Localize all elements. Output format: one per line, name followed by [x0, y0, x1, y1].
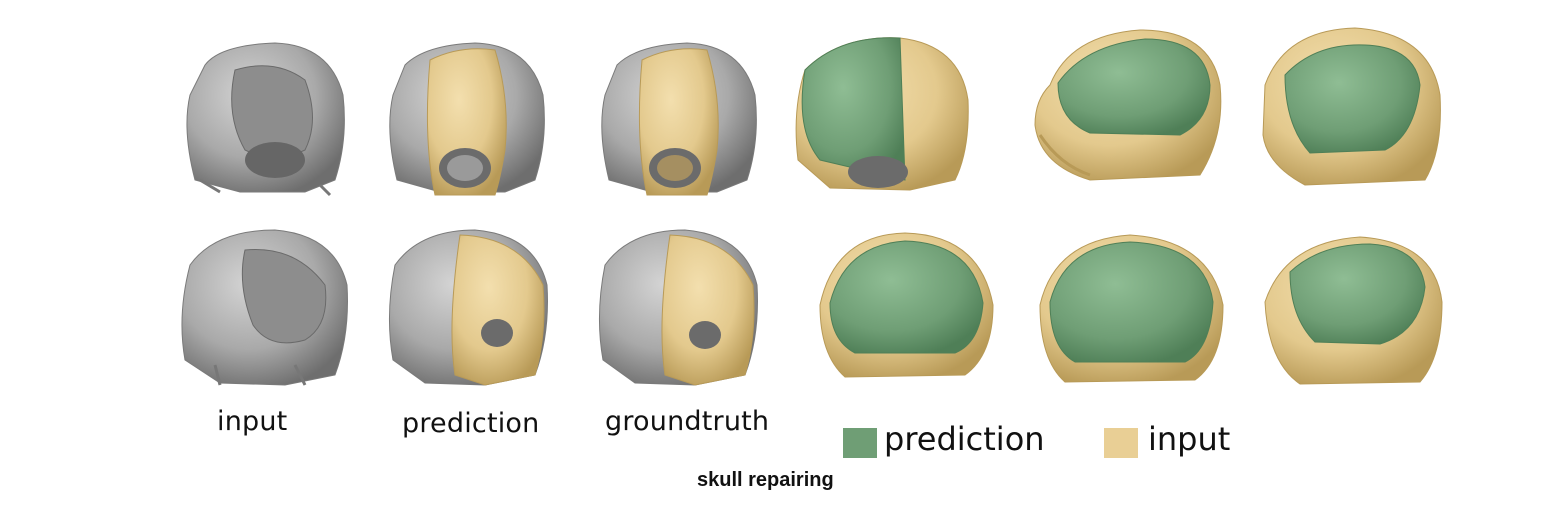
skull-groundtruth-row2: [595, 225, 760, 390]
skull-implant-view-3: [1255, 25, 1445, 195]
skull-implant-view-6: [1260, 232, 1445, 392]
skull-implant-view-4: [815, 225, 995, 385]
skull-implant-view-1: [790, 30, 975, 195]
label-input: input: [217, 406, 288, 437]
skull-input-row1: [180, 40, 350, 200]
legend-swatch-prediction: [843, 428, 877, 458]
skull-prediction-row2: [385, 225, 550, 390]
skull-input-row2: [175, 225, 350, 390]
legend-swatch-input: [1104, 428, 1138, 458]
label-prediction: prediction: [402, 408, 540, 439]
skull-groundtruth-row1: [597, 40, 762, 200]
skull-implant-view-2: [1030, 25, 1225, 185]
skull-implant-view-5: [1035, 230, 1225, 390]
legend-label-prediction: prediction: [884, 420, 1045, 458]
label-groundtruth: groundtruth: [605, 406, 770, 437]
figure-caption: skull repairing: [697, 469, 834, 491]
legend-label-input: input: [1148, 420, 1231, 458]
skull-prediction-row1: [385, 40, 550, 200]
